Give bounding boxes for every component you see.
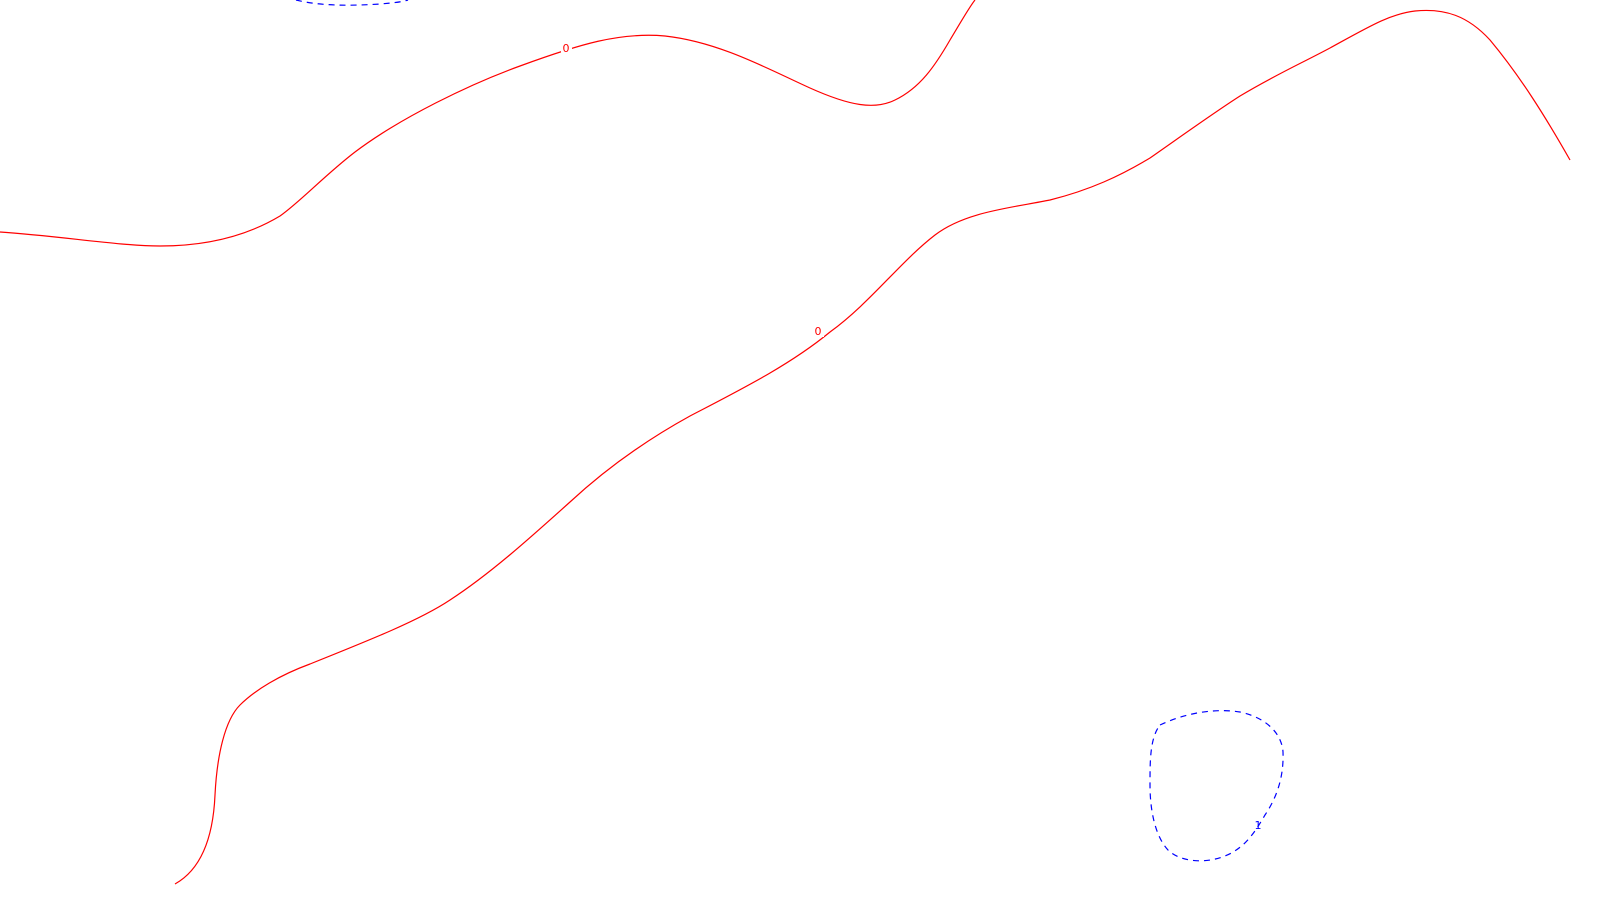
contour-label-background (813, 325, 824, 337)
contour-label-level-0-lower: 0 (815, 325, 822, 338)
contour-lines-group (0, 0, 1571, 885)
contour-line-level-0-upper (0, 0, 976, 247)
contour-line-level-1-loop (1149, 710, 1284, 862)
contour-label-level-0-upper: 0 (563, 42, 570, 55)
contour-label-level-1-loop: 1 (1255, 819, 1262, 832)
contour-line-level-0-lower (174, 9, 1571, 885)
contour-labels-group: 0 0 1 (561, 42, 1262, 832)
contour-label-background (561, 42, 572, 54)
